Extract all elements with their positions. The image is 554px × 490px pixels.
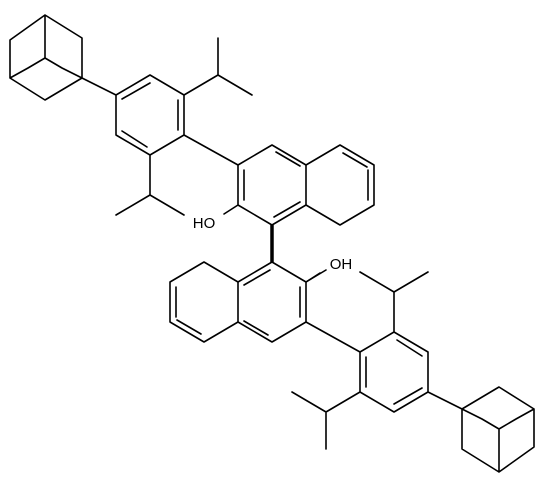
hydroxyl-label: HO: [193, 215, 216, 232]
lower-naphthyl-aryl-half: [169, 261, 535, 473]
oh-bond: [305, 269, 327, 283]
hydroxyl-label: OH: [330, 256, 353, 273]
upper-naphthyl-aryl-half: [9, 14, 375, 226]
